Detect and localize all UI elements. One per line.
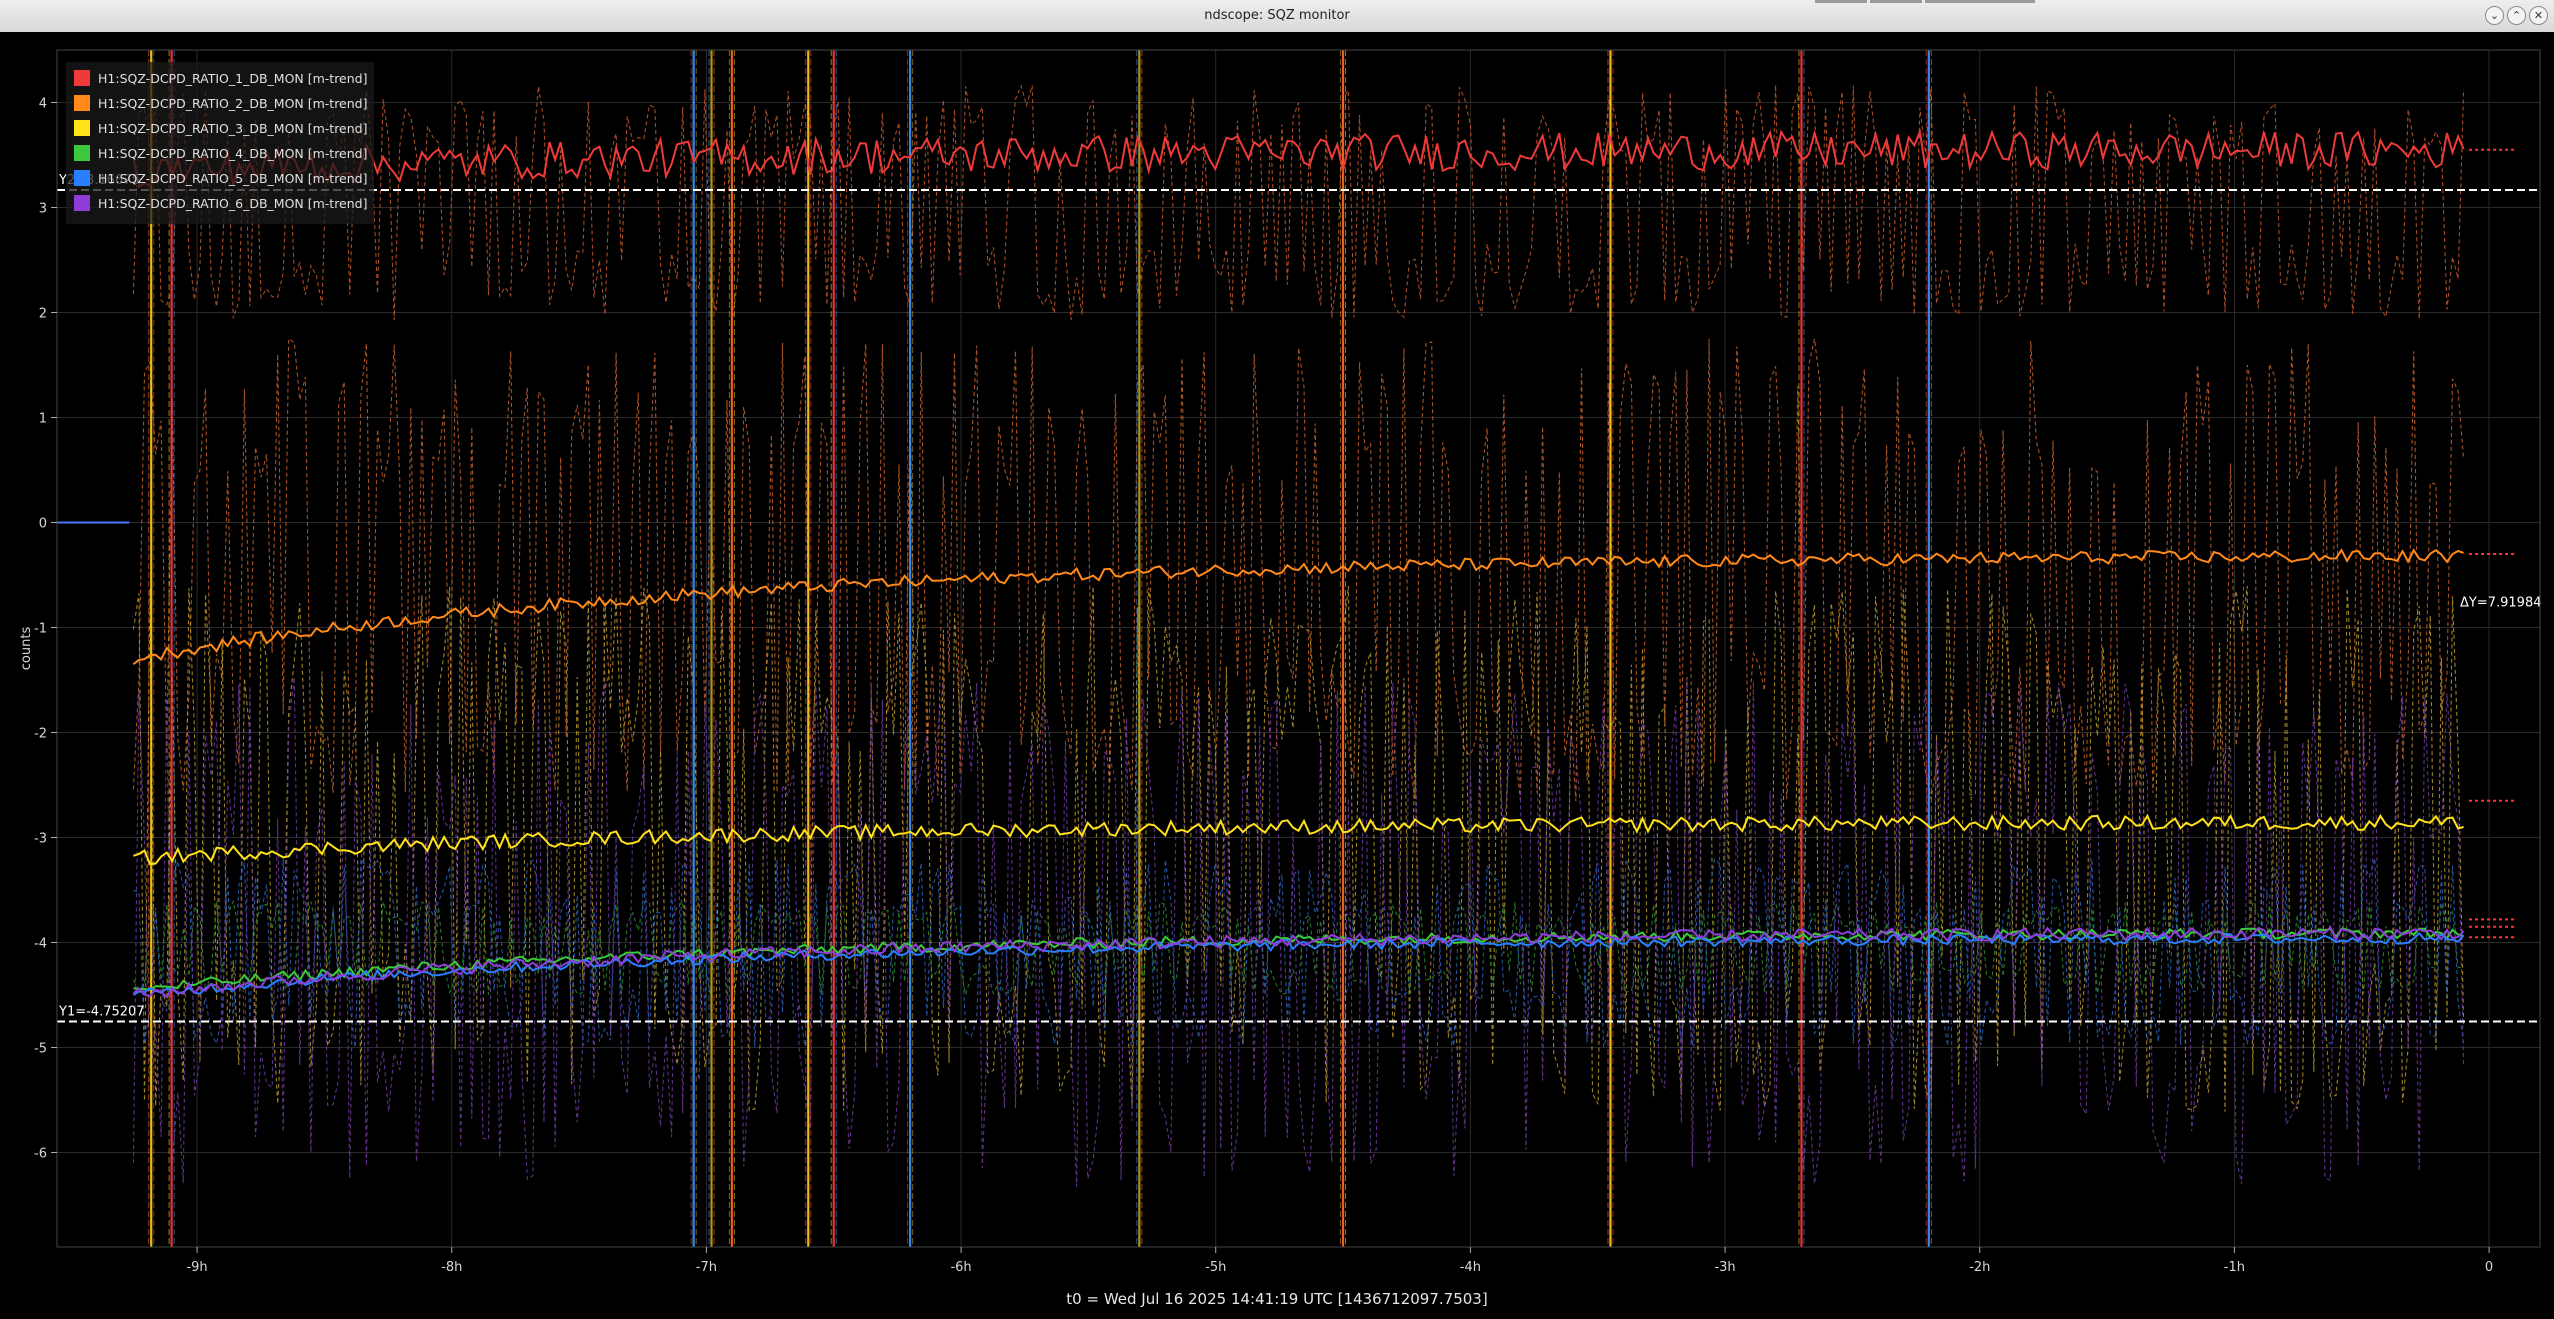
series-line-5 xyxy=(132,931,2465,996)
series-line-4 xyxy=(133,927,2464,991)
y-tick-label: -6 xyxy=(34,1147,47,1162)
minmax-band-6 xyxy=(132,677,2465,1187)
y-axis-label: counts xyxy=(19,627,34,671)
scope-plot[interactable]: Y1=-4.75207Y2=3.16675ΔY=7.91984 43210-1-… xyxy=(0,32,2554,1319)
minmax-band-5 xyxy=(133,857,2465,1048)
series-line-1 xyxy=(132,128,2465,189)
x-tick-label: -7h xyxy=(696,1260,717,1275)
x-tick-label: -9h xyxy=(186,1260,207,1275)
minmax-band-4 xyxy=(132,899,2464,996)
minimize-button[interactable]: ⌄ xyxy=(2485,6,2504,25)
y-tick-label: -2 xyxy=(34,727,47,742)
y-tick-label: 1 xyxy=(39,412,47,427)
x-tick-label: 0 xyxy=(2485,1260,2493,1275)
y-tick-label: -4 xyxy=(34,937,47,952)
x-tick-label: -1h xyxy=(2224,1260,2245,1275)
cursor-delta-label: ΔY=7.91984 xyxy=(2460,596,2542,611)
close-button[interactable]: ✕ xyxy=(2529,6,2548,25)
x-tick-label: -5h xyxy=(1205,1260,1226,1275)
minmax-band-3 xyxy=(132,585,2465,1112)
window-title: ndscope: SQZ monitor xyxy=(1204,8,1350,23)
legend-label-2[interactable]: H1:SQZ-DCPD_RATIO_2_DB_MON [m-trend] xyxy=(98,96,367,111)
y-tick-label: 3 xyxy=(39,202,47,217)
legend-swatch-4[interactable] xyxy=(74,145,90,161)
legend-label-6[interactable]: H1:SQZ-DCPD_RATIO_6_DB_MON [m-trend] xyxy=(98,196,367,211)
y-tick-label: -1 xyxy=(34,622,47,637)
y-tick-label: -3 xyxy=(34,832,47,847)
legend-swatch-5[interactable] xyxy=(74,170,90,186)
taskbar-tab[interactable] xyxy=(1925,0,2035,3)
y-tick-label: 4 xyxy=(39,97,47,112)
x-axis-caption: t0 = Wed Jul 16 2025 14:41:19 UTC [14367… xyxy=(1066,1290,1488,1308)
x-tick-label: -6h xyxy=(950,1260,971,1275)
legend-swatch-6[interactable] xyxy=(74,195,90,211)
series-line-2 xyxy=(132,548,2464,665)
series-lines xyxy=(57,128,2515,999)
minmax-bands xyxy=(132,84,2465,1187)
cursor-y1-label: Y1=-4.75207 xyxy=(58,1004,145,1019)
x-tick-label: -2h xyxy=(1969,1260,1990,1275)
y-tick-label: 0 xyxy=(39,517,47,532)
x-tick-label: -4h xyxy=(1460,1260,1481,1275)
legend[interactable]: H1:SQZ-DCPD_RATIO_1_DB_MON [m-trend] H1:S… xyxy=(66,62,374,224)
y-tick-label: 2 xyxy=(39,307,47,322)
minmax-band-2 xyxy=(132,337,2465,802)
taskbar-tab[interactable] xyxy=(1870,0,1922,3)
maximize-button[interactable]: ⌃ xyxy=(2507,6,2526,25)
legend-swatch-1[interactable] xyxy=(74,70,90,86)
x-tick-label: -8h xyxy=(441,1260,462,1275)
axes: 4 3 2 1 0 -1 -2 -3 -4 -5 -6 -9h -8h -7h -6h -5h -4h -3h -2… xyxy=(19,49,2541,1275)
glitch-spikes xyxy=(148,50,1932,1247)
series-line-3 xyxy=(133,813,2464,866)
window-titlebar: ndscope: SQZ monitor ⌄ ⌃ ✕ xyxy=(0,0,2554,33)
x-tick-label: -3h xyxy=(1714,1260,1735,1275)
y-tick-label: -5 xyxy=(34,1042,47,1057)
plot-frame xyxy=(56,49,2541,1248)
legend-label-4[interactable]: H1:SQZ-DCPD_RATIO_4_DB_MON [m-trend] xyxy=(98,146,367,161)
legend-swatch-2[interactable] xyxy=(74,95,90,111)
legend-label-3[interactable]: H1:SQZ-DCPD_RATIO_3_DB_MON [m-trend] xyxy=(98,121,367,136)
legend-label-1[interactable]: H1:SQZ-DCPD_RATIO_1_DB_MON [m-trend] xyxy=(98,71,367,86)
plot-background xyxy=(0,32,2554,1319)
legend-box xyxy=(66,62,374,224)
minmax-band-1 xyxy=(132,84,2465,321)
taskbar-tab[interactable] xyxy=(1815,0,1867,3)
series-line-6 xyxy=(132,925,2465,999)
legend-label-5[interactable]: H1:SQZ-DCPD_RATIO_5_DB_MON [m-trend] xyxy=(98,171,367,186)
legend-swatch-3[interactable] xyxy=(74,120,90,136)
